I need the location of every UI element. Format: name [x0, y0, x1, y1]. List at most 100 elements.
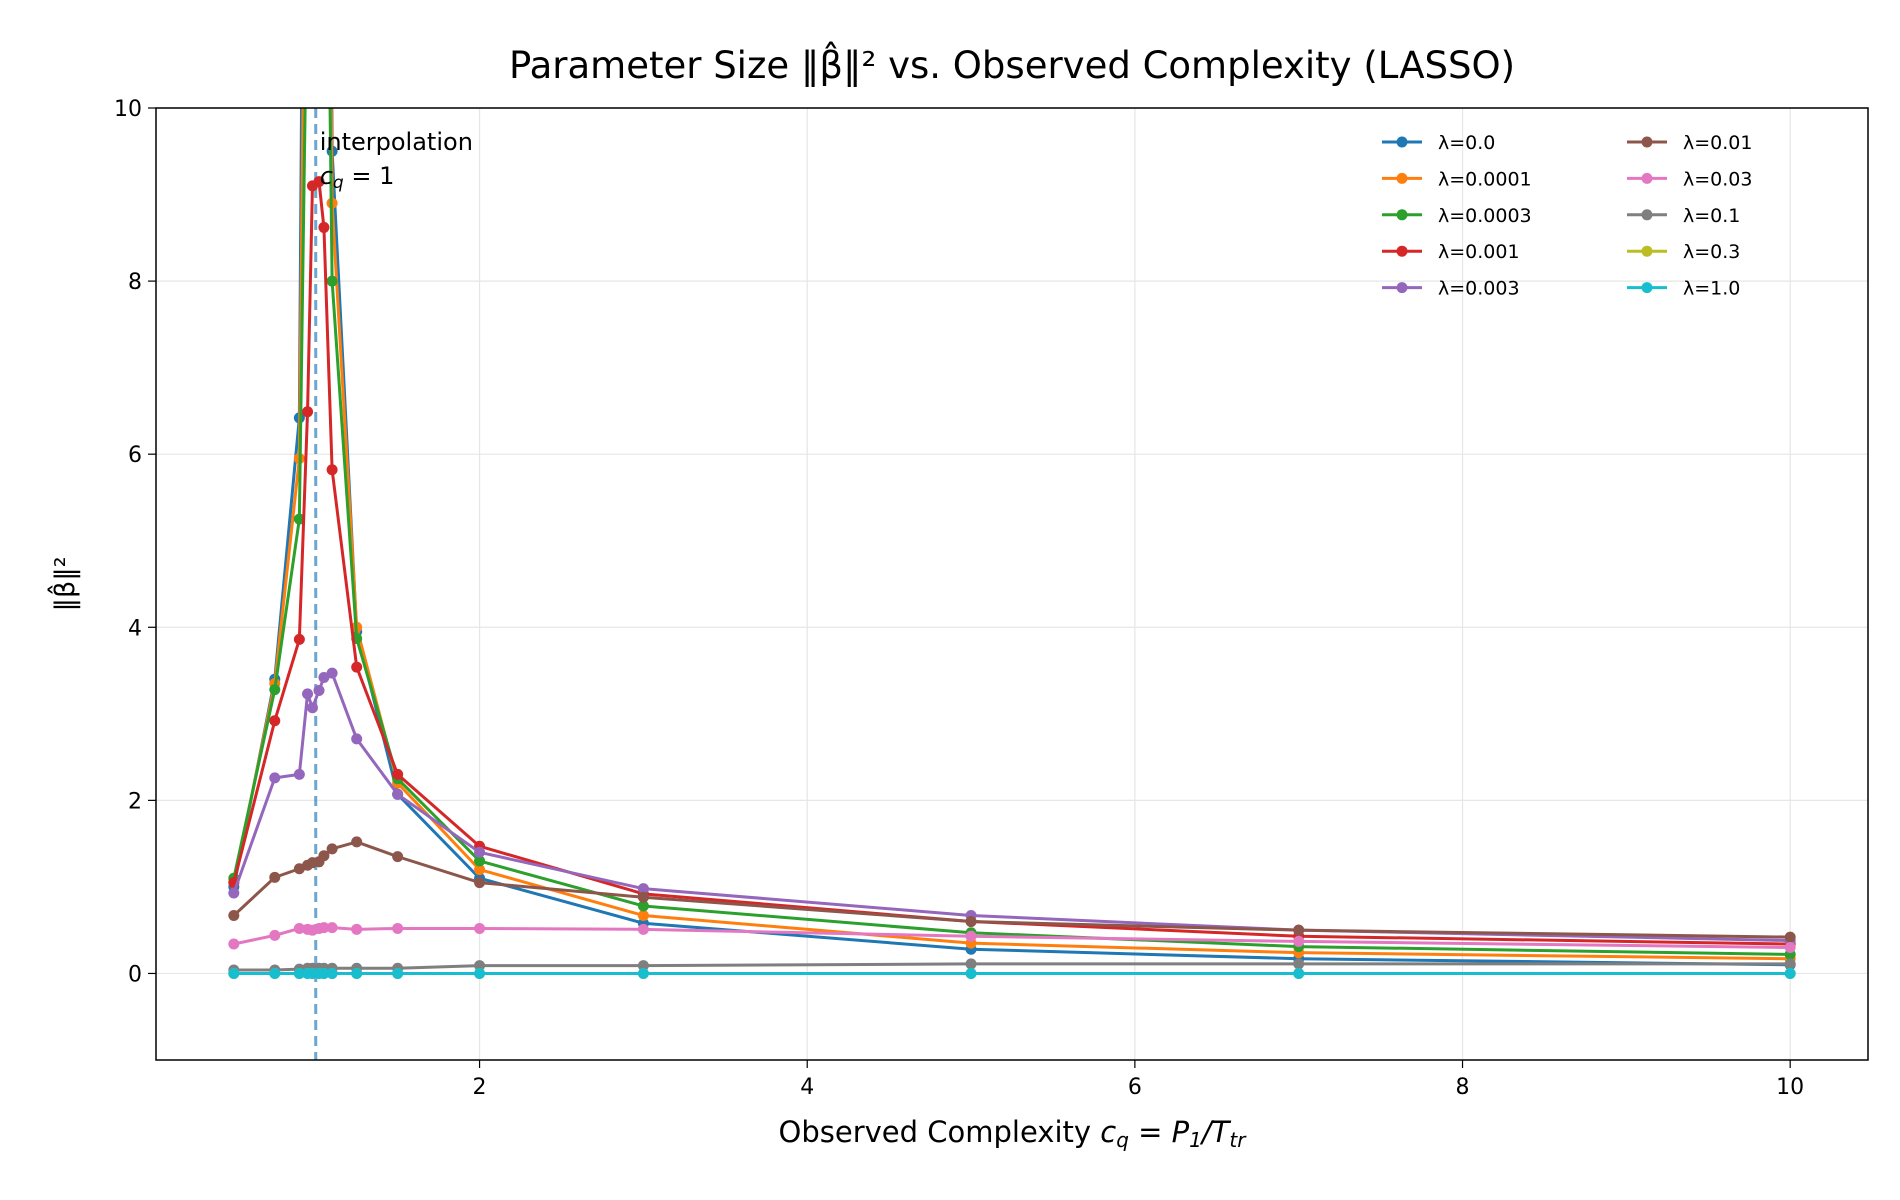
data-point: [1784, 958, 1796, 970]
data-point: [474, 877, 486, 889]
chart-title: Parameter Size ‖β̂‖² vs. Observed Comple…: [509, 41, 1515, 87]
data-point: [392, 768, 404, 780]
data-point: [293, 633, 305, 645]
data-point: [269, 684, 281, 696]
legend: λ=0.0 λ=0.0001 λ=0.0003 λ=0.001 λ=0.003 λ=0.0…: [1382, 132, 1752, 300]
data-point: [269, 772, 281, 784]
data-point: [313, 684, 325, 696]
annotation-formula-part: = 1: [344, 162, 395, 190]
x-tick-label: 2: [473, 1075, 487, 1100]
x-tick-label: 10: [1776, 1075, 1804, 1100]
data-point: [351, 836, 363, 848]
data-point: [269, 715, 281, 727]
plot-data: [228, 108, 1796, 1060]
legend-label: λ=0.003: [1438, 278, 1520, 300]
data-point: [306, 702, 318, 714]
data-point: [637, 900, 649, 912]
data-point: [326, 922, 338, 934]
data-point: [293, 967, 305, 979]
data-point: [269, 871, 281, 883]
legend-marker: [1396, 209, 1408, 221]
data-point: [392, 967, 404, 979]
legend-label: λ=1.0: [1683, 278, 1740, 300]
legend-marker: [1396, 172, 1408, 184]
legend-label: λ=0.03: [1683, 168, 1752, 190]
x-axis-label-part: tr: [1229, 1128, 1247, 1152]
data-point: [293, 922, 305, 934]
data-point: [392, 922, 404, 934]
data-point: [318, 922, 330, 934]
data-point: [637, 891, 649, 903]
data-point: [965, 958, 977, 970]
x-axis-label: Observed Complexity cq = P1/Ttr: [779, 1115, 1248, 1152]
data-point: [637, 923, 649, 935]
annotation: interpolation: [320, 128, 473, 156]
legend-marker: [1641, 245, 1653, 257]
legend-label: λ=0.3: [1683, 241, 1740, 263]
data-point: [351, 661, 363, 673]
legend-marker: [1641, 136, 1653, 148]
annotation-formula: cq = 1: [320, 162, 395, 193]
legend-marker: [1396, 282, 1408, 294]
data-point: [318, 850, 330, 862]
y-tick-label: 10: [114, 97, 142, 122]
data-point: [351, 967, 363, 979]
data-point: [269, 967, 281, 979]
data-point: [637, 960, 649, 972]
data-point: [1784, 931, 1796, 943]
legend-label: λ=0.0: [1438, 132, 1495, 154]
data-point: [1784, 941, 1796, 953]
legend-label: λ=0.01: [1683, 132, 1752, 154]
x-axis-label-part: c: [1100, 1115, 1116, 1149]
data-point: [474, 855, 486, 867]
data-point: [318, 967, 330, 979]
legend-label: λ=0.1: [1683, 205, 1740, 227]
legend-marker: [1641, 209, 1653, 221]
data-point: [313, 176, 325, 188]
data-point: [965, 930, 977, 942]
legend-marker: [1641, 172, 1653, 184]
data-point: [965, 916, 977, 928]
data-point: [392, 851, 404, 863]
data-point: [318, 671, 330, 683]
data-point: [318, 221, 330, 233]
legend-marker: [1396, 136, 1408, 148]
data-point: [637, 883, 649, 895]
data-point: [1784, 967, 1796, 979]
data-point: [1293, 924, 1305, 936]
y-tick-label: 8: [128, 270, 142, 295]
x-tick-label: 8: [1456, 1075, 1470, 1100]
x-axis-label-part: = P: [1129, 1115, 1190, 1149]
y-tick-label: 2: [128, 789, 142, 814]
data-point: [1293, 958, 1305, 970]
data-point: [1293, 935, 1305, 947]
legend-label: λ=0.0003: [1438, 205, 1532, 227]
data-point: [351, 923, 363, 935]
x-tick-label: 6: [1128, 1075, 1142, 1100]
legend-label: λ=0.001: [1438, 241, 1520, 263]
data-point: [326, 464, 338, 476]
y-axis-label: ‖β̂‖²: [47, 556, 81, 611]
data-point: [293, 768, 305, 780]
data-point: [228, 887, 240, 899]
y-tick-label: 6: [128, 443, 142, 468]
x-axis-label-part: /T: [1199, 1115, 1232, 1149]
data-point: [326, 843, 338, 855]
data-point: [1293, 967, 1305, 979]
y-tick-label: 4: [128, 616, 142, 641]
data-point: [302, 688, 314, 700]
data-point: [351, 733, 363, 745]
data-point: [228, 967, 240, 979]
plot-frame: [155, 107, 1869, 1061]
data-point: [228, 938, 240, 950]
data-point: [474, 864, 486, 876]
data-point: [474, 967, 486, 979]
data-point: [637, 967, 649, 979]
data-point: [326, 967, 338, 979]
data-point: [392, 788, 404, 800]
data-point: [228, 909, 240, 921]
data-point: [326, 275, 338, 287]
